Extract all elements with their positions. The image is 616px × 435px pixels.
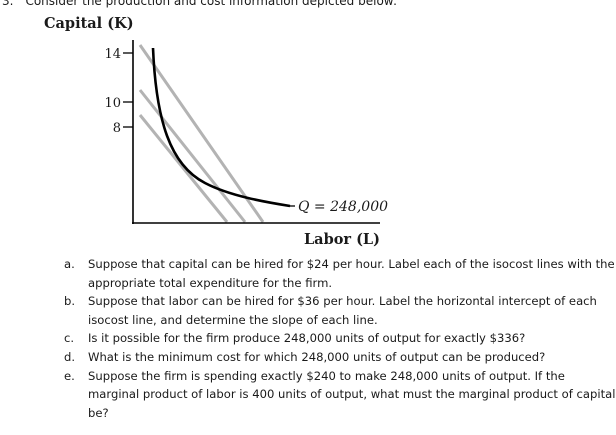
isoquant-isocost-figure: Capital (K) 14 10 8 Q = 248,000 Labor (L… <box>44 15 388 248</box>
isoquant-label: Q = 248,000 <box>298 199 388 215</box>
part-text: What is the minimum cost for which 248,0… <box>88 349 546 364</box>
isocost-lines <box>138 44 265 223</box>
question-part-d: d. What is the minimum cost for which 24… <box>64 348 616 367</box>
question-part-c: c. Is it possible for the firm produce 2… <box>64 329 616 348</box>
part-text: Is it possible for the firm produce 248,… <box>88 331 526 346</box>
part-label: b. <box>64 294 76 309</box>
y-tick-label-8: 8 <box>113 121 121 136</box>
part-label: e. <box>64 368 75 383</box>
part-text: Suppose the firm is spending exactly $24… <box>88 368 616 420</box>
question-parts: a. Suppose that capital can be hired for… <box>64 255 616 422</box>
part-label: a. <box>64 257 75 271</box>
part-text: Suppose that capital can be hired for $2… <box>88 257 615 290</box>
isocost-line-10 <box>138 89 247 223</box>
part-label: d. <box>64 349 76 364</box>
question-part-e: e. Suppose the firm is spending exactly … <box>64 367 616 423</box>
question-part-a: a. Suppose that capital can be hired for… <box>64 255 616 292</box>
isocost-line-8 <box>138 114 229 223</box>
question-prompt: Consider the production and cost informa… <box>25 0 397 8</box>
x-axis-label: Labor (L) <box>304 231 380 248</box>
isocost-line-14 <box>138 44 265 223</box>
y-tick-label-14: 14 <box>104 47 121 62</box>
part-label: c. <box>64 331 75 346</box>
question-part-b: b. Suppose that labor can be hired for $… <box>64 292 616 329</box>
y-tick-label-10: 10 <box>104 96 121 111</box>
y-axis-label: Capital (K) <box>44 15 134 32</box>
isoquant-curve <box>151 47 291 208</box>
question-number: 3. <box>2 0 14 8</box>
part-text: Suppose that labor can be hired for $36 … <box>88 294 597 327</box>
question-heading: 3. Consider the production and cost infor… <box>2 0 397 8</box>
